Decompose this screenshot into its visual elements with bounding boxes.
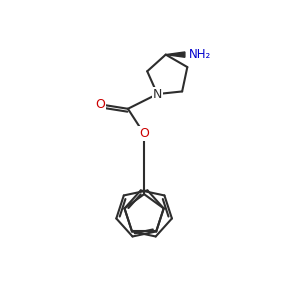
- Text: N: N: [153, 88, 162, 100]
- Text: O: O: [139, 127, 149, 140]
- Text: O: O: [95, 98, 105, 111]
- Polygon shape: [166, 52, 185, 57]
- Text: NH₂: NH₂: [188, 48, 211, 61]
